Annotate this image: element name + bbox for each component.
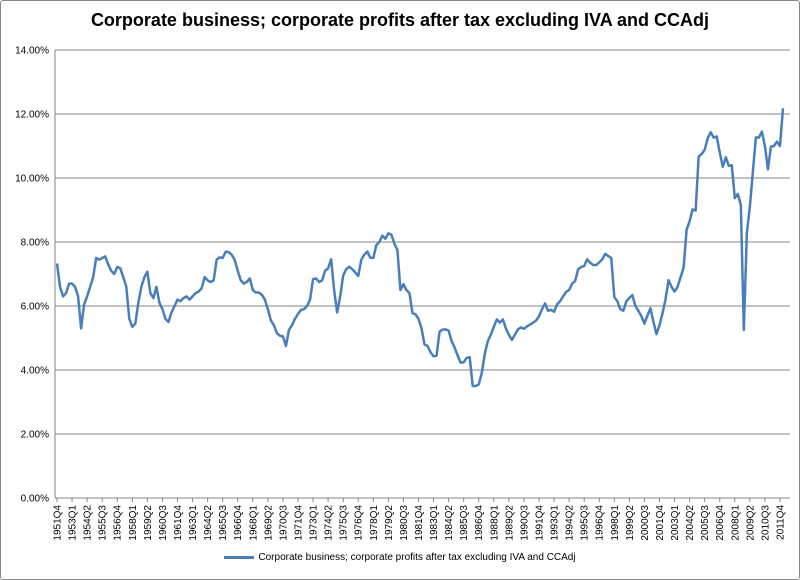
x-tick-label: 1980Q3 (399, 505, 410, 541)
series-lines (55, 108, 785, 388)
y-tick-label: 10.00% (15, 174, 49, 185)
x-tick-label: 1989Q2 (504, 505, 515, 541)
x-tick-label: 1984Q2 (444, 505, 455, 541)
x-tick-label: 1963Q1 (188, 505, 199, 541)
x-tick-label: 1994Q2 (565, 505, 576, 541)
x-tick-label: 1991Q4 (534, 505, 545, 541)
series-line (55, 108, 785, 388)
x-tick-label: 1951Q4 (53, 505, 64, 541)
y-axis-tick-labels: 0.00% 2.00% 4.00% 6.00% 8.00% 10.00% 12.00% 14.… (15, 46, 49, 505)
x-tick-label: 1953Q1 (68, 505, 79, 541)
x-tick-label: 2006Q4 (715, 505, 726, 541)
x-tick-label: 1954Q2 (83, 505, 94, 541)
x-tick-label: 2008Q1 (730, 505, 741, 541)
legend: Corporate business; corporate profits af… (0, 552, 800, 563)
x-tick-label: 1979Q2 (384, 505, 395, 541)
x-tick-label: 1981Q4 (414, 505, 425, 541)
x-tick-label: 2000Q3 (640, 505, 651, 541)
x-tick-label: 1960Q3 (158, 505, 169, 541)
x-tick-label: 1973Q1 (309, 505, 320, 541)
gridlines (54, 49, 790, 502)
x-tick-label: 2004Q2 (685, 505, 696, 541)
x-tick-label: 1966Q4 (233, 505, 244, 541)
legend-label: Corporate business; corporate profits af… (258, 552, 576, 563)
x-tick-label: 1970Q3 (278, 505, 289, 541)
x-tick-label: 1955Q3 (98, 505, 109, 541)
y-tick-label: 14.00% (15, 46, 49, 57)
x-tick-label: 2009Q2 (745, 505, 756, 541)
x-tick-label: 2005Q3 (700, 505, 711, 541)
x-tick-label: 1999Q2 (625, 505, 636, 541)
x-tick-label: 1958Q1 (128, 505, 139, 541)
y-tick-label: 6.00% (21, 302, 49, 313)
y-tick-label: 12.00% (15, 110, 49, 121)
x-tick-label: 1996Q4 (595, 505, 606, 541)
x-tick-label: 1985Q3 (459, 505, 470, 541)
x-tick-label: 1983Q1 (429, 505, 440, 541)
x-tick-label: 1959Q2 (143, 505, 154, 541)
x-tick-label: 1961Q4 (173, 505, 184, 541)
x-tick-label: 1986Q4 (474, 505, 485, 541)
chart-title: Corporate business; corporate profits af… (90, 10, 710, 30)
x-tick-label: 1968Q1 (248, 505, 259, 541)
x-tick-label: 2003Q1 (670, 505, 681, 541)
x-tick-label: 2011Q4 (775, 505, 786, 540)
x-tick-label: 2010Q3 (760, 505, 771, 541)
y-tick-label: 8.00% (21, 238, 49, 249)
x-tick-label: 1990Q3 (519, 505, 530, 541)
y-tick-label: 2.00% (21, 430, 49, 441)
x-tick-label: 1956Q4 (113, 505, 124, 541)
x-tick-label: 1978Q1 (369, 505, 380, 541)
x-tick-label: 2001Q4 (655, 505, 666, 541)
x-tick-label: 1975Q3 (339, 505, 350, 541)
x-tick-label: 1998Q1 (610, 505, 621, 541)
x-tick-label: 1988Q1 (489, 505, 500, 541)
x-tick-label: 1964Q2 (203, 505, 214, 541)
x-tick-label: 1993Q1 (550, 505, 561, 541)
x-tick-label: 1974Q2 (324, 505, 335, 541)
x-axis-tick-labels: 1951Q4 1953Q1 1954Q2 1955Q3 1956Q4 1958Q1 1959… (53, 505, 787, 541)
y-tick-label: 4.00% (21, 366, 49, 377)
x-tick-label: 1965Q3 (218, 505, 229, 541)
legend-line-swatch (224, 555, 255, 559)
x-tick-label: 1969Q2 (263, 505, 274, 541)
x-tick-label: 1971Q4 (293, 505, 304, 541)
y-tick-label: 0.00% (21, 494, 49, 505)
x-tick-label: 1995Q3 (580, 505, 591, 541)
x-tick-label: 1976Q4 (354, 505, 365, 541)
